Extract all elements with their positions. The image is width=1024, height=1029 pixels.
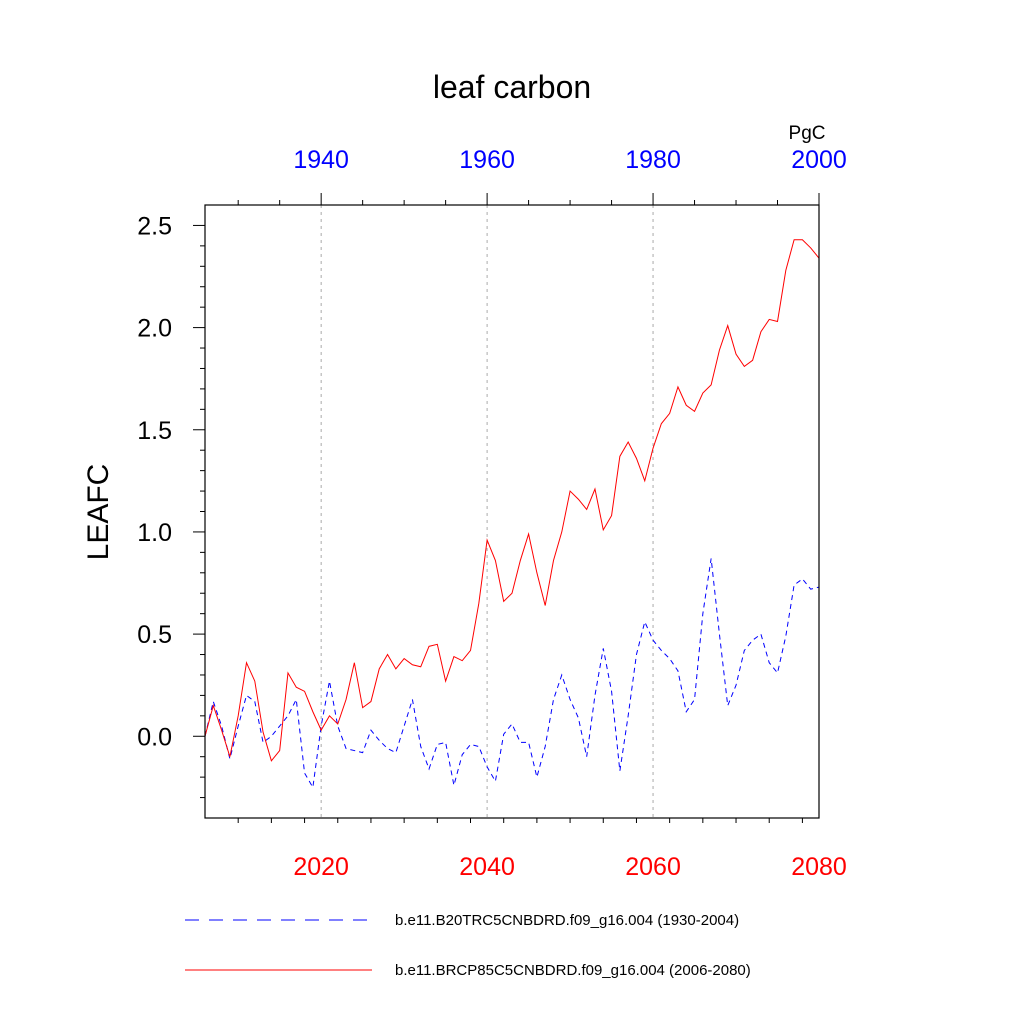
legend: b.e11.B20TRC5CNBDRD.f09_g16.004 (1930-20… xyxy=(185,912,751,979)
y-tick-label: 2.0 xyxy=(137,315,172,343)
x-bottom-tick-label: 2080 xyxy=(791,853,847,881)
x-top-tick-label: 1960 xyxy=(459,146,515,174)
plot-frame xyxy=(204,204,820,819)
x-bottom-tick-label: 2060 xyxy=(625,853,681,881)
chart-title: leaf carbon xyxy=(433,69,591,105)
x-top-tick-label: 1980 xyxy=(625,146,681,174)
y-axis-label: LEAFC xyxy=(82,464,115,561)
y-tick-label: 2.5 xyxy=(137,212,172,240)
x-bottom-tick-label: 2040 xyxy=(459,853,515,881)
legend-label-1: b.e11.B20TRC5CNBDRD.f09_g16.004 (1930-20… xyxy=(395,912,739,929)
x-bottom-tick-label: 2020 xyxy=(293,853,349,881)
x-top-tick-label: 1940 xyxy=(293,146,349,174)
x-top-tick-label: 2000 xyxy=(791,146,847,174)
y-tick-label: 1.0 xyxy=(137,519,172,547)
y-tick-label: 1.5 xyxy=(137,417,172,445)
plot-area: 0.0 0.5 1.0 1.5 2.0 2.5 2020 2040 2060 2080 1940 19… xyxy=(137,146,847,881)
series-line-2 xyxy=(204,239,820,762)
y-tick-label: 0.0 xyxy=(137,723,172,751)
series-line-1 xyxy=(204,558,820,789)
legend-label-2: b.e11.BRCP85C5CNBDRD.f09_g16.004 (2006-2… xyxy=(395,962,751,979)
y-tick-label: 0.5 xyxy=(137,621,172,649)
units-label: PgC xyxy=(789,123,826,144)
